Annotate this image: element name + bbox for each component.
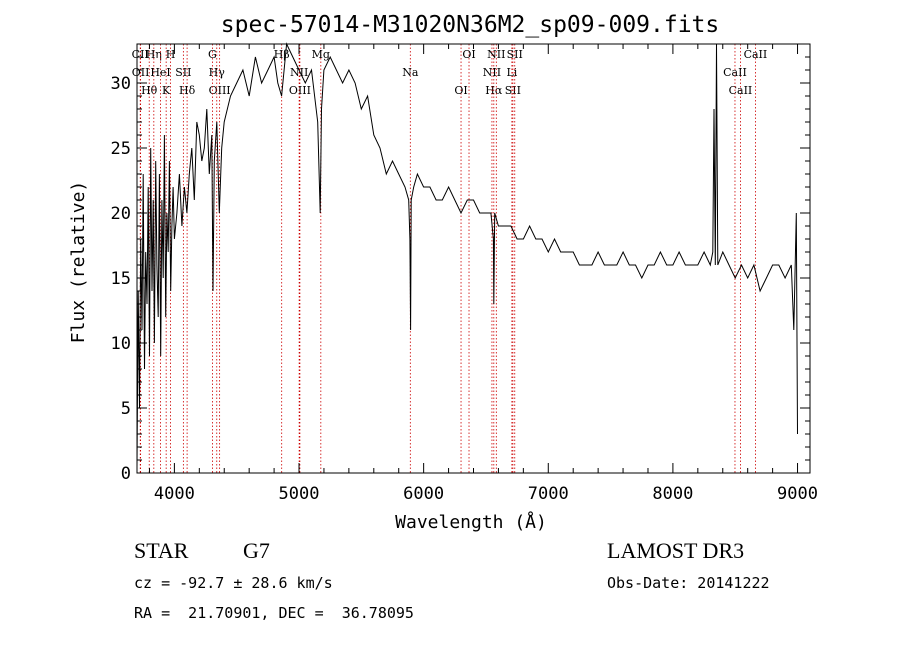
emission-line-label: NII (487, 48, 505, 61)
y-tick-label: 0 (121, 464, 131, 484)
emission-line-label: HeI (150, 66, 170, 79)
emission-line-label: Mg (312, 48, 330, 61)
emission-line-label: NII (290, 66, 308, 79)
emission-line-label: Hγ (209, 66, 226, 79)
x-tick-label: 7000 (528, 484, 569, 504)
emission-line-label: G (208, 48, 217, 61)
emission-line-label: Li (506, 66, 517, 79)
emission-line-label: SII (507, 48, 523, 61)
ra-dec: RA = 21.70901, DEC = 36.78095 (134, 604, 414, 622)
axis-ticks-layer: 4000 5000 6000 7000 8000 9000 0 5 10 15 20 25 30 (111, 44, 818, 504)
emission-line-label: OI (462, 48, 475, 61)
y-tick-label: 10 (111, 334, 131, 354)
emission-line-label: Hβ (274, 48, 290, 61)
spectrum-series-layer (136, 42, 798, 467)
x-tick-label: 4000 (154, 484, 195, 504)
emission-line-label: Hδ (179, 84, 196, 97)
emission-line-label: SII (175, 66, 191, 79)
emission-line-label: CaII (744, 48, 768, 61)
x-tick-label: 5000 (279, 484, 320, 504)
object-subclass: G7 (243, 538, 270, 563)
y-axis-label: Flux (relative) (68, 181, 89, 344)
emission-line-label: K (162, 84, 171, 97)
emission-line-label: Hη (146, 48, 162, 61)
plot-frame (136, 43, 811, 474)
y-tick-label: 5 (121, 399, 131, 419)
emission-line-label: OI (454, 84, 467, 97)
emission-line-label: OII (132, 66, 150, 79)
emission-line-label: Na (402, 66, 419, 79)
y-tick-label: 15 (111, 269, 131, 289)
y-tick-label: 25 (111, 139, 131, 159)
x-tick-label: 9000 (777, 484, 818, 504)
spectrum-line (136, 42, 798, 467)
x-axis-label: Wavelength (Å) (395, 511, 547, 533)
emission-line-label: OIII (209, 84, 231, 97)
observation-date: Obs-Date: 20141222 (607, 574, 770, 592)
emission-line-label: CaII (729, 84, 753, 97)
emission-line-label: H (166, 48, 176, 61)
y-tick-label: 30 (111, 74, 131, 94)
emission-line-label: Hθ (141, 84, 158, 97)
x-tick-label: 6000 (403, 484, 444, 504)
emission-line-label: CaII (723, 66, 747, 79)
emission-line-label: Hα (485, 84, 503, 97)
emission-line-label: SII (505, 84, 521, 97)
x-tick-label: 8000 (652, 484, 693, 504)
chart-title: spec-57014-M31020N36M2_sp09-009.fits (221, 12, 720, 38)
emission-line-label: OIII (289, 84, 311, 97)
object-class: STAR (134, 538, 189, 563)
redshift-cz: cz = -92.7 ± 28.6 km/s (134, 574, 333, 592)
emission-line-label: NII (483, 66, 501, 79)
survey-name: LAMOST DR3 (607, 538, 745, 563)
y-tick-label: 20 (111, 204, 131, 224)
